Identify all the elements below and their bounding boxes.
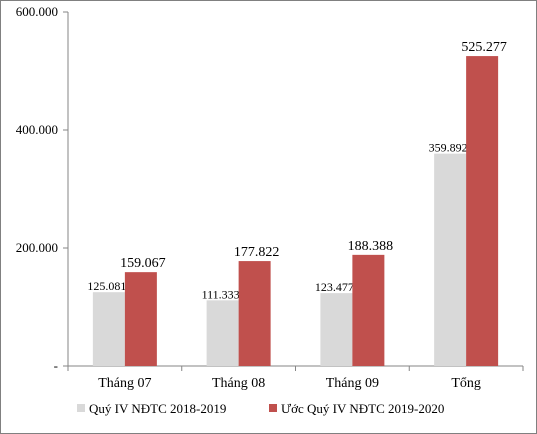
bar-series-1 (92, 292, 125, 366)
legend-label-series-1: Quý IV NĐTC 2018-2019 (89, 401, 226, 416)
data-label-series-2: 188.388 (348, 239, 394, 254)
data-label-series-2: 525.277 (461, 40, 507, 55)
bar-series-2 (352, 254, 385, 366)
x-category-label: Tháng 09 (326, 376, 379, 391)
y-tick-label: 200.000 (16, 240, 58, 255)
data-label-series-1: 123.477 (315, 280, 354, 294)
bar-series-1 (434, 153, 467, 366)
data-label-series-1: 359.892 (429, 141, 468, 155)
bar-series-1 (206, 300, 239, 366)
bar-series-2 (466, 56, 499, 366)
y-tick-label: - (54, 358, 58, 373)
x-category-label: Tháng 07 (98, 376, 151, 391)
data-label-series-1: 125.081 (87, 279, 126, 293)
y-tick-label: 400.000 (16, 122, 58, 137)
legend-swatch-series-1 (77, 404, 85, 412)
bar-series-2 (124, 272, 157, 366)
x-category-label: Tổng (451, 376, 481, 391)
bar-series-1 (320, 293, 353, 366)
bar-series-2 (238, 261, 271, 366)
y-tick-label: 600.000 (16, 4, 58, 19)
x-category-label: Tháng 08 (212, 376, 265, 391)
legend-swatch-series-2 (269, 404, 277, 412)
data-label-series-2: 159.067 (120, 256, 166, 271)
data-label-series-2: 177.822 (234, 245, 280, 260)
legend-label-series-2: Ước Quý IV NĐTC 2019-2020 (281, 401, 444, 416)
data-label-series-1: 111.333 (202, 287, 240, 301)
